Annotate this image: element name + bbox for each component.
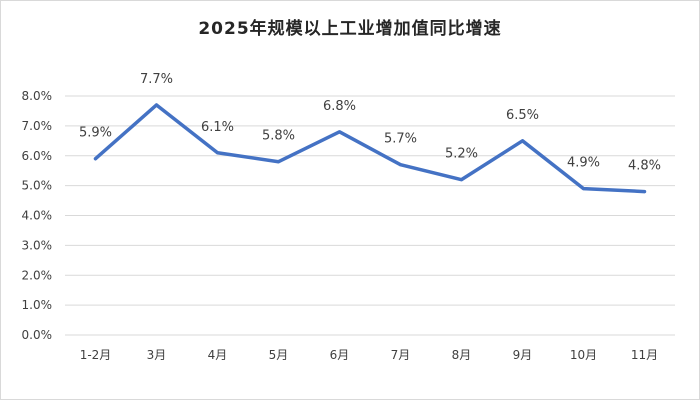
data-label: 7.7% bbox=[140, 72, 173, 87]
data-point bbox=[643, 190, 646, 194]
data-label: 4.8% bbox=[628, 159, 661, 174]
gridlines bbox=[65, 95, 675, 336]
data-point bbox=[521, 139, 524, 143]
x-axis-tick-labels: 1-2月 3月 4月 5月 6月 7月 8月 9月 10月 11月 bbox=[80, 348, 658, 362]
data-label: 5.9% bbox=[79, 126, 112, 141]
data-label: 5.8% bbox=[262, 129, 295, 144]
data-point bbox=[155, 103, 158, 107]
y-tick-label: 4.0% bbox=[22, 209, 53, 223]
chart-title: 2025年规模以上工业增加值同比增速 bbox=[198, 19, 502, 39]
data-labels: 5.9% 7.7% 6.1% 5.8% 6.8% 5.7% 5.2% 6.5% 4.9% 4.8% bbox=[79, 72, 661, 174]
y-tick-label: 1.0% bbox=[22, 298, 53, 312]
y-tick-label: 6.0% bbox=[22, 149, 53, 163]
x-tick-label: 8月 bbox=[452, 348, 472, 362]
data-point bbox=[216, 151, 219, 155]
y-tick-label: 2.0% bbox=[22, 268, 53, 282]
data-label: 6.1% bbox=[201, 120, 234, 135]
x-tick-label: 3月 bbox=[147, 348, 167, 362]
y-tick-label: 0.0% bbox=[22, 328, 53, 342]
x-tick-label: 9月 bbox=[513, 348, 533, 362]
y-tick-label: 3.0% bbox=[22, 238, 53, 252]
data-point bbox=[338, 130, 341, 134]
x-tick-label: 4月 bbox=[208, 348, 228, 362]
data-point bbox=[582, 187, 585, 191]
data-point bbox=[94, 157, 97, 161]
data-label: 6.5% bbox=[506, 108, 539, 123]
series-line bbox=[93, 103, 647, 194]
y-tick-label: 5.0% bbox=[22, 179, 53, 193]
x-tick-label: 1-2月 bbox=[80, 348, 112, 362]
x-tick-label: 11月 bbox=[631, 348, 658, 362]
y-tick-label: 8.0% bbox=[22, 89, 53, 103]
x-tick-label: 7月 bbox=[391, 348, 411, 362]
x-tick-label: 10月 bbox=[570, 348, 597, 362]
data-label: 6.8% bbox=[323, 99, 356, 114]
data-label: 4.9% bbox=[567, 156, 600, 171]
y-axis-tick-labels: 0.0% 1.0% 2.0% 3.0% 4.0% 5.0% 6.0% 7.0% 8.0% bbox=[22, 89, 53, 342]
data-label: 5.7% bbox=[384, 132, 417, 147]
series-layer bbox=[93, 103, 647, 194]
y-tick-label: 7.0% bbox=[22, 119, 53, 133]
data-label: 5.2% bbox=[445, 147, 478, 162]
x-tick-label: 5月 bbox=[269, 348, 289, 362]
x-tick-label: 6月 bbox=[330, 348, 350, 362]
data-point bbox=[460, 178, 463, 182]
data-point bbox=[277, 160, 280, 164]
data-point bbox=[399, 163, 402, 167]
